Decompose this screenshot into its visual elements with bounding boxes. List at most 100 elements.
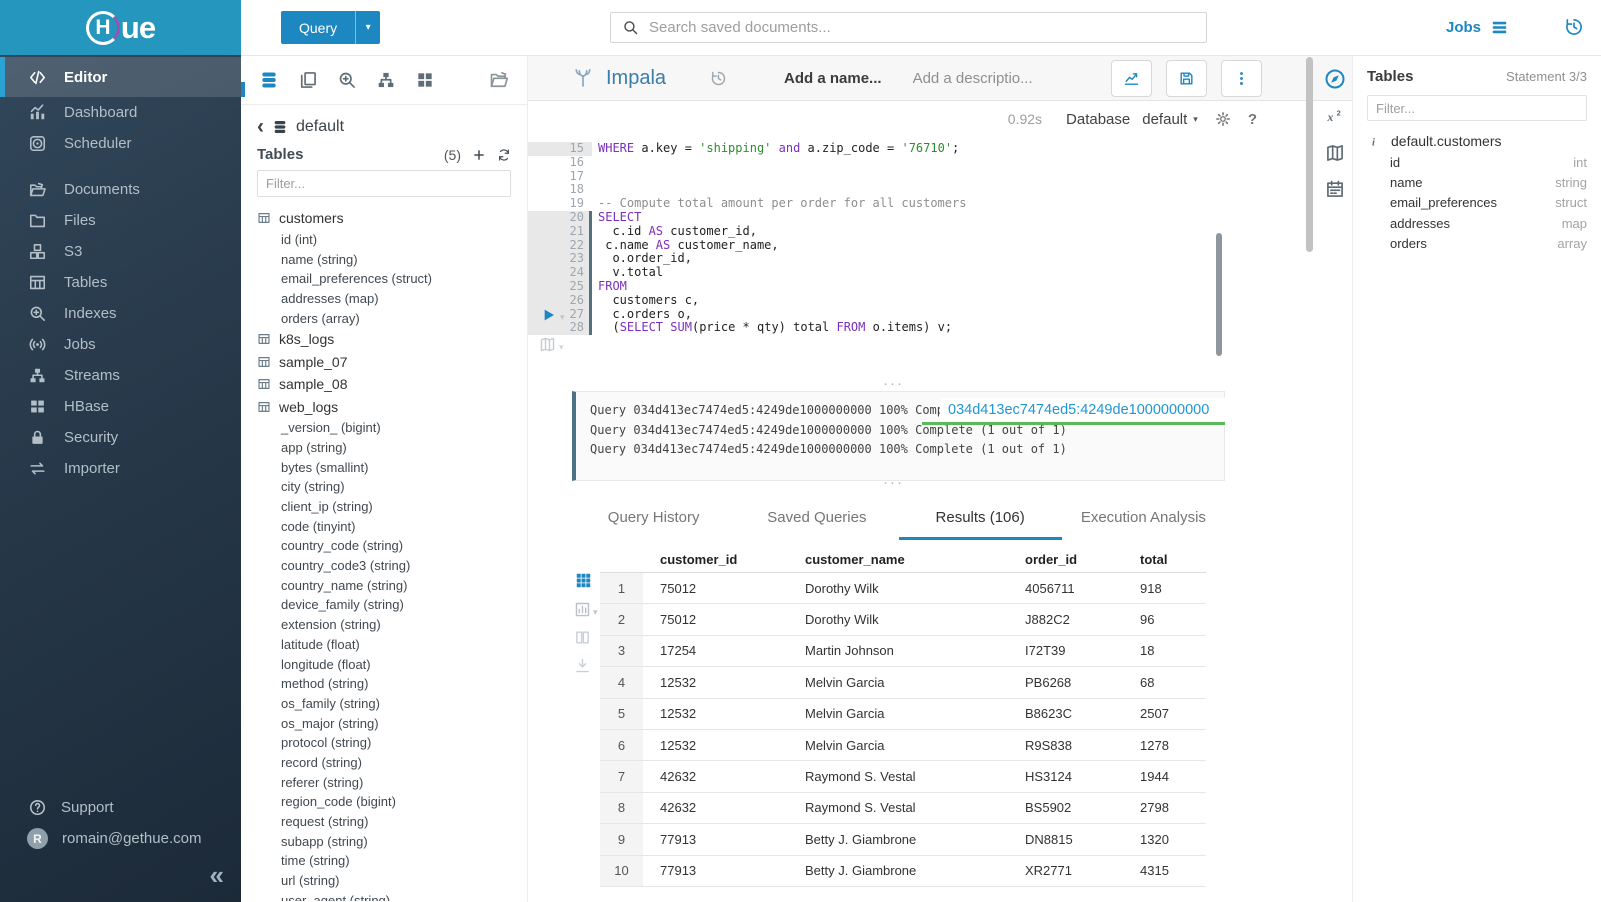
column-item[interactable]: os_family (string) xyxy=(281,695,380,711)
run-options-caret[interactable]: ▾ xyxy=(560,312,565,322)
table-item-sample-07[interactable]: sample_07 xyxy=(257,350,511,373)
sidebar-item-streams[interactable]: Streams xyxy=(0,360,241,391)
assist-column-row[interactable]: addresses map xyxy=(1390,215,1587,231)
assist-column-row[interactable]: id int xyxy=(1390,154,1587,170)
table-row[interactable]: 6 12532 Melvin Garcia R9S838 1278 xyxy=(600,729,1206,762)
code-line[interactable]: 19 -- Compute total amount per order for … xyxy=(569,196,967,211)
search-bar[interactable] xyxy=(610,12,1207,43)
tab-execution-analysis[interactable]: Execution Analysis xyxy=(1080,509,1206,526)
code-line[interactable]: 22 c.name AS customer_name, xyxy=(528,238,966,253)
results-column-header[interactable]: customer_name xyxy=(805,552,905,567)
column-item[interactable]: request (string) xyxy=(281,814,369,830)
add-table-icon[interactable] xyxy=(472,148,486,162)
column-item[interactable]: os_major (string) xyxy=(281,715,379,731)
table-row[interactable]: 5 12532 Melvin Garcia B8623C 2507 xyxy=(600,698,1206,730)
code-line[interactable]: 16 xyxy=(569,154,584,169)
table-item-sample-08[interactable]: sample_08 xyxy=(257,373,511,396)
code-line[interactable]: 21 c.id AS customer_id, xyxy=(528,224,966,239)
column-item[interactable]: region_code (bigint) xyxy=(281,794,396,810)
table-row[interactable]: 2 75012 Dorothy Wilk J882C2 96 xyxy=(600,604,1206,636)
column-item[interactable]: user_agent (string) xyxy=(281,892,391,901)
editor-help-icon[interactable]: ? xyxy=(1247,110,1257,128)
save-button[interactable] xyxy=(1166,60,1207,97)
column-item[interactable]: country_code (string) xyxy=(281,538,404,554)
sidebar-item-dashboard[interactable]: Dashboard xyxy=(0,97,241,128)
table-row[interactable]: 7 42632 Raymond S. Vestal HS3124 1944 xyxy=(600,761,1206,793)
column-item[interactable]: device_family (string) xyxy=(281,597,404,613)
column-item[interactable]: email_preferences (struct) xyxy=(281,271,432,287)
sidebar-item-files[interactable]: Files xyxy=(0,205,241,236)
sources-database-icon[interactable] xyxy=(259,70,279,90)
column-item[interactable]: protocol (string) xyxy=(281,735,372,751)
table-item-k8s-logs[interactable]: k8s_logs xyxy=(257,328,511,351)
global-history-icon[interactable] xyxy=(1564,17,1584,37)
tab-query-history[interactable]: Query History xyxy=(607,509,700,526)
more-actions-button[interactable] xyxy=(1221,60,1262,97)
hue-logo[interactable]: H ue xyxy=(0,0,241,55)
column-item[interactable]: country_code3 (string) xyxy=(281,558,411,574)
editor-scrollbar[interactable] xyxy=(1216,233,1222,356)
sidebar-user[interactable]: R romain@gethue.com xyxy=(0,823,241,854)
variables-caret[interactable]: ▾ xyxy=(559,342,564,352)
table-row[interactable]: 1 75012 Dorothy Wilk 4056711 918 xyxy=(600,573,1206,605)
code-line[interactable]: 28 (SELECT SUM(price * qty) total FROM o… xyxy=(528,320,966,336)
column-item[interactable]: client_ip (string) xyxy=(281,499,373,515)
query-button-caret[interactable]: ▾ xyxy=(355,11,380,44)
sidebar-item-jobs[interactable]: Jobs xyxy=(0,329,241,360)
column-item[interactable]: _version_ (bigint) xyxy=(281,420,381,436)
code-line[interactable]: 20 SELECT xyxy=(528,210,966,225)
code-line[interactable]: 25 FROM xyxy=(528,279,966,294)
column-item[interactable]: subapp (string) xyxy=(281,833,368,849)
zoom-assist-icon[interactable] xyxy=(337,70,357,90)
tab-saved-queries[interactable]: Saved Queries xyxy=(767,509,867,526)
column-item[interactable]: id (int) xyxy=(281,231,318,247)
assist-table-row[interactable]: i default.customers xyxy=(1367,133,1587,149)
right-panel-scrollbar[interactable] xyxy=(1306,57,1313,252)
jobs-link[interactable]: Jobs xyxy=(1446,0,1509,55)
column-item[interactable]: addresses (map) xyxy=(281,290,379,306)
assist-column-row[interactable]: orders array xyxy=(1390,236,1587,252)
code-line[interactable]: 23 o.order_id, xyxy=(528,251,966,267)
column-item[interactable]: city (string) xyxy=(281,479,345,495)
sidebar-item-documents[interactable]: Documents xyxy=(0,174,241,205)
search-input[interactable] xyxy=(649,19,1195,36)
chart-view-icon[interactable] xyxy=(574,601,591,618)
column-item[interactable]: country_name (string) xyxy=(281,577,408,593)
workflow-assist-icon[interactable] xyxy=(376,70,396,90)
schedule-calendar-icon[interactable] xyxy=(1325,179,1345,199)
variables-button[interactable]: ▾ xyxy=(539,336,564,353)
column-item[interactable]: bytes (smallint) xyxy=(281,459,369,475)
code-line[interactable]: 26 customers c, xyxy=(528,293,966,308)
column-item[interactable]: url (string) xyxy=(281,873,340,889)
column-item[interactable]: method (string) xyxy=(281,676,369,692)
query-description-field[interactable]: Add a descriptio... xyxy=(912,69,1033,87)
sidebar-item-security[interactable]: Security xyxy=(0,422,241,453)
sidebar-item-support[interactable]: Support xyxy=(0,792,241,823)
sidebar-item-importer[interactable]: Importer xyxy=(0,453,241,484)
query-history-icon[interactable] xyxy=(710,70,727,87)
column-item[interactable]: orders (array) xyxy=(281,310,360,326)
code-line[interactable]: 18 xyxy=(569,182,584,197)
column-item[interactable]: extension (string) xyxy=(281,617,381,633)
sidebar-item-scheduler[interactable]: Scheduler xyxy=(0,128,241,159)
query-button[interactable]: Query ▾ xyxy=(281,11,381,44)
settings-gear-icon[interactable] xyxy=(1215,111,1231,127)
run-button[interactable]: ▾ xyxy=(541,307,565,323)
table-filter-input[interactable] xyxy=(257,170,511,197)
results-column-header[interactable]: total xyxy=(1140,552,1168,567)
language-reference-icon[interactable] xyxy=(1325,143,1345,163)
engine-name[interactable]: Impala xyxy=(606,66,667,89)
table-row[interactable]: 10 77913 Betty J. Giambrone XR2771 4315 xyxy=(600,855,1206,887)
chart-view-caret[interactable]: ▾ xyxy=(593,607,598,617)
column-item[interactable]: referer (string) xyxy=(281,774,364,790)
table-item-customers[interactable]: customers xyxy=(257,207,511,230)
table-row[interactable]: 9 77913 Betty J. Giambrone DN8815 1320 xyxy=(600,824,1206,856)
sidebar-item-indexes[interactable]: Indexes xyxy=(0,298,241,329)
query-id-link[interactable]: 034d413ec7474ed5:4249de1000000000 xyxy=(940,398,1225,421)
table-item-web-logs[interactable]: web_logs xyxy=(257,395,511,418)
results-column-header[interactable]: customer_id xyxy=(660,552,738,567)
table-row[interactable]: 3 17254 Martin Johnson I72T39 18 xyxy=(600,635,1206,668)
sql-editor[interactable]: 15 WHERE a.key = 'shipping' and a.zip_cod… xyxy=(528,137,1352,382)
sidebar-item-hbase[interactable]: HBase xyxy=(0,391,241,422)
